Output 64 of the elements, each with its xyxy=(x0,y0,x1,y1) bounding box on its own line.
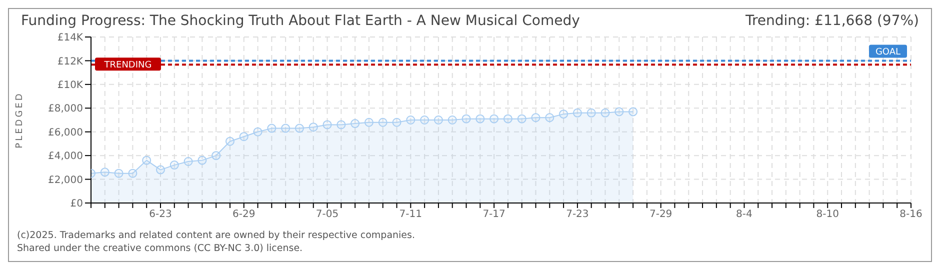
y-tick-label: £2,000 xyxy=(48,174,83,186)
point xyxy=(572,108,582,118)
point xyxy=(600,108,610,118)
point xyxy=(517,114,526,124)
y-tick-label: £14K xyxy=(57,32,84,44)
point xyxy=(490,114,499,124)
point xyxy=(531,113,540,122)
y-tick-label: £4,000 xyxy=(48,151,83,162)
point xyxy=(336,120,346,130)
point xyxy=(462,114,471,124)
point xyxy=(420,116,430,124)
point xyxy=(406,116,416,124)
x-tick-label: 7-11 xyxy=(399,209,422,220)
point xyxy=(114,168,124,178)
x-tick-label: 6-23 xyxy=(149,209,172,220)
point xyxy=(545,113,554,122)
x-tick-label: 8-4 xyxy=(736,209,752,220)
point xyxy=(308,122,318,132)
point xyxy=(476,114,485,124)
point xyxy=(503,114,512,124)
y-axis-title: PLEDGED xyxy=(15,92,26,148)
point xyxy=(225,136,234,146)
y-tick-label: £6,000 xyxy=(48,127,83,138)
point xyxy=(128,168,138,178)
y-tick-label: £0 xyxy=(70,198,83,210)
point xyxy=(156,165,165,174)
x-tick-label: 7-23 xyxy=(566,209,589,220)
y-tick-label: £12K xyxy=(57,56,84,68)
point xyxy=(253,127,262,136)
point xyxy=(586,108,596,118)
point xyxy=(448,116,457,124)
x-tick-label: 7-29 xyxy=(649,209,672,220)
point xyxy=(322,120,332,130)
x-tick-label: 7-05 xyxy=(316,209,339,220)
y-tick-label: £8,000 xyxy=(48,104,83,115)
point xyxy=(294,124,304,133)
text: (c)2025. Trademarks and related content are owned by their respective companies. xyxy=(17,229,416,242)
x-tick-label: 7-17 xyxy=(482,209,506,220)
point xyxy=(198,156,207,165)
point xyxy=(170,160,179,170)
x-tick-label: 8-16 xyxy=(900,209,922,220)
point xyxy=(434,116,443,124)
chart-subtitle: Trending: £11,668 (97%) xyxy=(745,13,919,29)
point xyxy=(559,110,568,119)
x-tick-label: 6-29 xyxy=(232,209,256,220)
point xyxy=(100,168,110,177)
ref-line-label: GOAL xyxy=(875,48,901,58)
point xyxy=(267,124,276,133)
chart-title: Funding Progress: The Shocking Truth About Flat Earth - A New Musical Comedy xyxy=(21,13,580,29)
y-tick-label: £10K xyxy=(57,80,84,91)
point xyxy=(628,107,638,116)
point xyxy=(392,118,402,127)
point xyxy=(350,119,360,128)
point xyxy=(364,118,374,127)
point xyxy=(239,132,248,142)
x-tick-label: 8-10 xyxy=(816,209,839,220)
point xyxy=(378,118,388,127)
ref-line-label: TRENDING xyxy=(103,60,152,71)
point xyxy=(142,156,152,165)
point xyxy=(614,107,624,116)
text: Shared under the creative commons (CC BY-NC 3.0) license. xyxy=(17,242,304,255)
point xyxy=(281,124,290,133)
point xyxy=(212,151,221,160)
point xyxy=(184,157,193,166)
